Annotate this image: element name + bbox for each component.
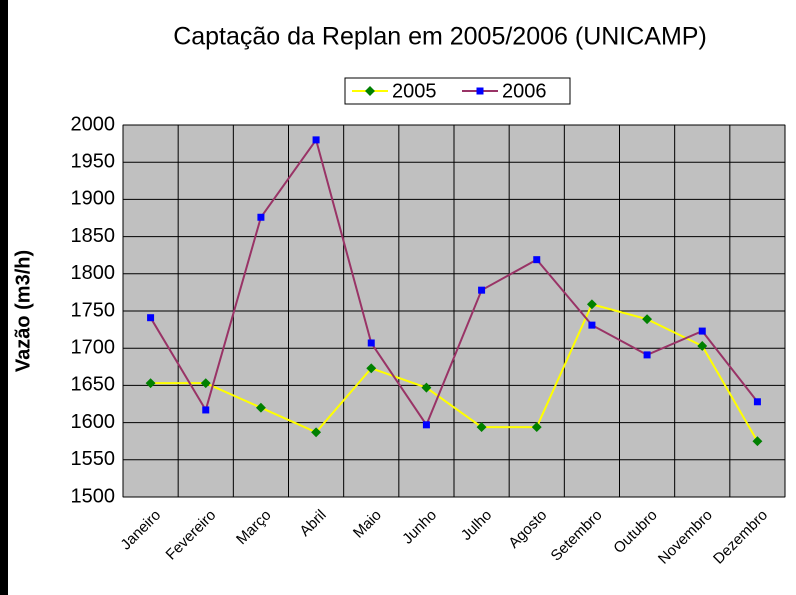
marker <box>367 339 375 347</box>
marker <box>366 363 377 374</box>
series-line <box>150 303 759 442</box>
x-tick-label: Maio <box>350 507 385 542</box>
marker <box>311 427 322 438</box>
marker <box>200 378 211 389</box>
y-tick-label: 1500 <box>71 485 116 507</box>
y-tick-label: 1700 <box>71 336 116 358</box>
y-axis-label: Vazão (m3/h) <box>12 250 34 372</box>
legend-marker <box>476 87 484 95</box>
marker <box>422 421 430 429</box>
y-tick-label: 1550 <box>71 448 116 470</box>
x-tick-label: Setembro <box>548 507 606 565</box>
marker <box>642 314 653 325</box>
y-tick-label: 1850 <box>71 225 116 247</box>
marker <box>257 213 265 221</box>
y-tick-label: 1600 <box>71 411 116 433</box>
y-tick-label: 1900 <box>71 188 116 210</box>
y-tick-label: 1800 <box>71 262 116 284</box>
series-line <box>149 137 759 427</box>
y-tick-label: 1650 <box>71 374 116 396</box>
chart-title: Captação da Replan em 2005/2006 (UNICAMP… <box>173 23 707 51</box>
x-tick-label: Dezembro <box>710 507 771 568</box>
marker <box>698 327 706 335</box>
y-tick-label: 2000 <box>71 113 116 135</box>
x-tick-label: Junho <box>399 507 440 548</box>
x-tick-label: Fevereiro <box>163 507 220 564</box>
marker <box>697 341 708 351</box>
marker <box>255 402 266 413</box>
left-border <box>0 0 8 595</box>
x-tick-label: Outubro <box>610 507 660 557</box>
marker <box>752 436 763 447</box>
marker <box>421 382 432 393</box>
y-tick-label: 1950 <box>71 150 116 172</box>
marker <box>533 256 541 264</box>
marker <box>202 406 210 414</box>
x-tick-label: Janeiro <box>117 507 164 554</box>
marker <box>147 314 155 322</box>
legend-label: 2006 <box>502 80 547 102</box>
marker <box>312 136 320 144</box>
x-tick-label: Novembro <box>655 507 716 568</box>
marker <box>753 398 761 406</box>
marker <box>476 422 487 433</box>
marker <box>588 321 596 329</box>
y-tick-label: 1750 <box>71 299 116 321</box>
x-tick-label: Abril <box>296 507 329 540</box>
marker <box>145 378 156 389</box>
marker <box>586 299 597 310</box>
marker <box>478 286 486 294</box>
legend-label: 2005 <box>392 80 437 102</box>
marker <box>531 422 542 433</box>
marker <box>643 351 651 359</box>
x-tick-label: Julho <box>458 507 495 544</box>
x-tick-label: Março <box>233 507 274 548</box>
x-tick-label: Agosto <box>505 507 550 552</box>
